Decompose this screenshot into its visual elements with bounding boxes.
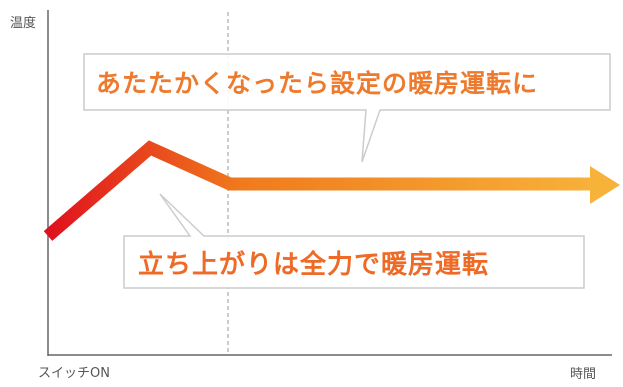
callout-upper-box bbox=[83, 53, 611, 163]
x-axis-label: 時間 bbox=[570, 367, 597, 382]
callout-lower-box bbox=[123, 193, 585, 289]
callout-upper-text: あたたかくなったら設定の暖房運転に bbox=[96, 69, 539, 98]
y-axis-label: 温度 bbox=[10, 16, 37, 31]
callout-lower-text: 立ち上がりは全力で暖房運転 bbox=[138, 250, 490, 280]
arrow-head-icon bbox=[590, 166, 620, 204]
temperature-curve bbox=[43, 140, 592, 241]
switch-on-label: スイッチON bbox=[38, 366, 110, 381]
